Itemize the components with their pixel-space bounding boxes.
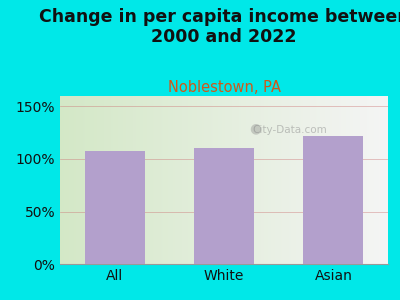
Bar [194, 148, 254, 264]
Text: ●: ● [249, 122, 261, 136]
Bar [303, 136, 364, 264]
Text: Change in per capita income between
2000 and 2022: Change in per capita income between 2000… [39, 8, 400, 46]
Bar [85, 151, 145, 264]
Text: Noblestown, PA: Noblestown, PA [168, 80, 280, 94]
Text: City-Data.com: City-Data.com [252, 124, 327, 135]
